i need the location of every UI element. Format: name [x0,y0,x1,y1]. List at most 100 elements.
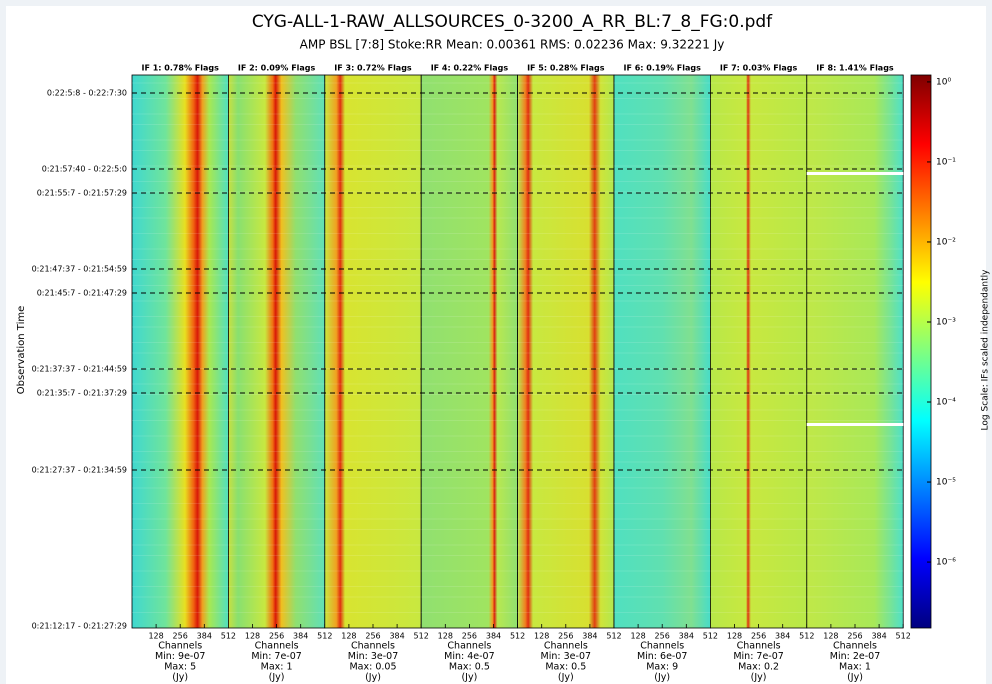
x-tick-label: 384 [293,632,308,641]
x-tick-label: 128 [148,632,163,641]
colorbar-tick-label: 10⁻² [936,237,956,247]
x-tick-label: 256 [751,632,766,641]
x-tick-label: 512 [703,632,718,641]
panel-footer: Min: 6e-07 [637,651,687,662]
panel-title: IF 2: 0.09% Flags [238,64,316,73]
panel-footer: Max: 5 [164,662,196,673]
panel-title: IF 3: 0.72% Flags [334,64,412,73]
panel-footer: Channels [544,641,588,652]
heatmap-panel [517,74,615,629]
x-tick-label: 512 [606,632,621,641]
heatmap-panel [710,74,808,629]
y-tick-label: 0:21:12:17 - 0:21:27:29 [32,622,127,631]
colorbar [910,74,932,629]
panel-footer: (Jy) [654,672,670,683]
x-tick-label: 512 [414,632,429,641]
panel-title: IF 8: 1.41% Flags [816,64,894,73]
y-tick-label: 0:22:5:8 - 0:22:7:30 [47,89,127,98]
panel-footer: Max: 0.2 [738,662,779,673]
x-tick-label: 256 [558,632,573,641]
x-tick-label: 256 [269,632,284,641]
heatmap-panel [613,74,711,629]
colorbar-tick-label: 10⁰ [936,77,951,87]
y-tick-label: 0:21:47:37 - 0:21:54:59 [32,265,127,274]
y-tick-label: 0:21:37:37 - 0:21:44:59 [32,365,127,374]
colorbar-tick-label: 10⁻³ [936,317,956,327]
panel-footer: Max: 9 [646,662,678,673]
x-tick-label: 128 [341,632,356,641]
y-tick-label: 0:21:57:40 - 0:22:5:0 [42,165,127,174]
panel-footer: Min: 4e-07 [444,651,494,662]
x-tick-label: 384 [582,632,597,641]
panel-footer: (Jy) [558,672,574,683]
flag-band [806,172,904,175]
chart-subtitle: AMP BSL [7:8] Stoke:RR Mean: 0.00361 RMS… [300,38,725,52]
panel-footer: Min: 2e-07 [830,651,880,662]
panel-footer: Channels [833,641,877,652]
x-tick-label: 512 [317,632,332,641]
x-tick-label: 512 [510,632,525,641]
x-tick-label: 384 [389,632,404,641]
panel-footer: Max: 0.5 [545,662,586,673]
x-tick-label: 512 [896,632,911,641]
colorbar-tick-label: 10⁻⁵ [936,478,956,488]
panel-title: IF 7: 0.03% Flags [720,64,798,73]
panel-footer: Min: 3e-07 [348,651,398,662]
x-tick-label: 128 [534,632,549,641]
heatmap-panel [806,74,904,629]
x-tick-label: 128 [630,632,645,641]
panel-footer: Max: 0.05 [349,662,396,673]
panel-footer: Max: 0.5 [449,662,490,673]
colorbar-tick-label: 10⁻⁶ [936,558,956,568]
heatmap-panel [227,74,326,629]
colorbar-label: Log Scale: IFs scaled independantly [981,269,991,431]
panel-title: IF 6: 0.19% Flags [623,64,701,73]
panel-footer: Min: 3e-07 [541,651,591,662]
panel-footer: Channels [737,641,781,652]
panel-footer: Channels [351,641,395,652]
x-tick-label: 256 [365,632,380,641]
panel-footer: (Jy) [269,672,285,683]
x-tick-label: 384 [197,632,212,641]
x-tick-label: 256 [847,632,862,641]
panel-footer: Channels [158,641,202,652]
panel-footer: Channels [447,641,491,652]
panel-footer: Min: 7e-07 [733,651,783,662]
flag-band [806,423,904,426]
x-tick-label: 512 [221,632,236,641]
x-tick-label: 384 [679,632,694,641]
panel-footer: (Jy) [751,672,767,683]
colorbar-tick-label: 10⁻⁴ [936,398,956,408]
panel-footer: Min: 9e-07 [155,651,205,662]
panel-footer: Max: 1 [261,662,293,673]
x-tick-label: 128 [438,632,453,641]
y-axis-label: Observation Time [16,306,27,395]
x-tick-label: 128 [823,632,838,641]
x-tick-label: 128 [245,632,260,641]
x-tick-label: 256 [655,632,670,641]
panel-footer: Channels [640,641,684,652]
panel-footer: Min: 7e-07 [251,651,301,662]
panel-title: IF 4: 0.22% Flags [431,64,509,73]
x-tick-label: 128 [727,632,742,641]
panel-footer: (Jy) [172,672,188,683]
x-tick-label: 256 [462,632,477,641]
y-tick-label: 0:21:27:37 - 0:21:34:59 [32,466,127,475]
panel-footer: Channels [255,641,299,652]
panel-title: IF 5: 0.28% Flags [527,64,605,73]
x-tick-label: 384 [871,632,886,641]
panel-footer: (Jy) [365,672,381,683]
y-tick-label: 0:21:35:7 - 0:21:37:29 [37,389,127,398]
x-tick-label: 512 [799,632,814,641]
colorbar-tick-label: 10⁻¹ [936,157,956,167]
panel-footer: (Jy) [847,672,863,683]
panel-footer: (Jy) [461,672,477,683]
x-tick-label: 384 [486,632,501,641]
heatmap-panel [131,74,229,629]
x-tick-label: 256 [173,632,188,641]
panel-footer: Max: 1 [839,662,871,673]
heatmap-panel [420,74,519,629]
panel-title: IF 1: 0.78% Flags [141,64,219,73]
y-tick-label: 0:21:55:7 - 0:21:57:29 [37,189,127,198]
